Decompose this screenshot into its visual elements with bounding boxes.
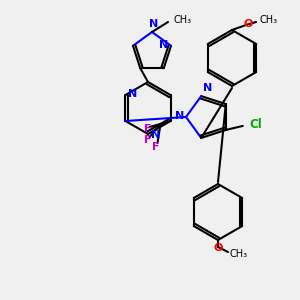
Text: N: N (149, 19, 159, 29)
Text: CH₃: CH₃ (260, 15, 278, 25)
Text: F: F (144, 124, 151, 134)
Text: N: N (175, 111, 184, 121)
Text: N: N (159, 40, 168, 50)
Text: N: N (151, 130, 160, 140)
Text: N: N (128, 89, 138, 99)
Text: O: O (213, 243, 223, 253)
Text: O: O (243, 19, 253, 29)
Text: CH₃: CH₃ (173, 15, 191, 25)
Text: F: F (144, 135, 151, 145)
Text: Cl: Cl (250, 118, 262, 131)
Text: CH₃: CH₃ (230, 249, 248, 259)
Text: F: F (152, 142, 159, 152)
Text: N: N (203, 83, 212, 93)
